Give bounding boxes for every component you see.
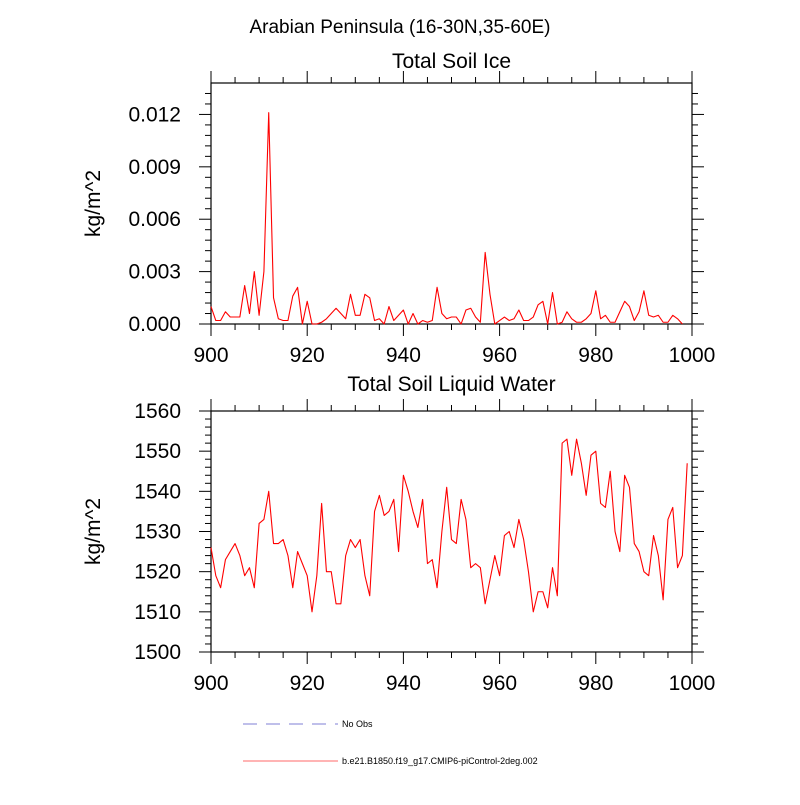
y-tick-label: 1550 (134, 440, 181, 463)
x-tick-label: 960 (482, 344, 517, 367)
x-tick-label: 900 (193, 672, 228, 695)
x-tick-label: 1000 (669, 344, 716, 367)
y-tick-label: 1510 (134, 601, 181, 624)
y-tick-label: 1540 (134, 480, 181, 503)
y-tick-label: 1530 (134, 521, 181, 544)
legend-model-label: b.e21.B1850.f19_g17.CMIP6-piControl-2deg… (342, 756, 538, 766)
legend: No Obs b.e21.B1850.f19_g17.CMIP6-piContr… (243, 719, 538, 766)
y-tick-label: 1500 (134, 641, 181, 664)
plot-frame (210, 82, 693, 325)
x-tick-label: 920 (290, 672, 325, 695)
y-tick-label: 0.012 (128, 103, 181, 126)
x-tick-label: 1000 (669, 672, 716, 695)
x-tick-label: 920 (290, 344, 325, 367)
series-line (210, 438, 688, 613)
y-tick-label: 0.006 (128, 208, 181, 231)
y-tick-label: 0.003 (128, 261, 181, 284)
x-tick-label: 980 (578, 344, 613, 367)
x-tick-label: 940 (386, 344, 421, 367)
x-tick-label: 940 (386, 672, 421, 695)
x-tick-label: 980 (578, 672, 613, 695)
chart-title: Total Soil Ice (392, 50, 511, 73)
y-axis-label: kg/m^2 (82, 170, 105, 237)
y-tick-label: 1560 (134, 400, 181, 423)
x-tick-label: 960 (482, 672, 517, 695)
y-tick-label: 0.009 (128, 156, 181, 179)
plot-frame (210, 410, 693, 653)
soil-ice-panel: Total Soil Ice kg/m^2 900 920 940 960 980 1000 0… (82, 50, 715, 367)
series-line (210, 112, 683, 325)
page-title: Arabian Peninsula (16-30N,35-60E) (249, 17, 550, 38)
soil-liquid-water-panel: Total Soil Liquid Water kg/m^2 900 920 940 96… (82, 373, 715, 695)
y-tick-label: 1520 (134, 561, 181, 584)
y-axis-label: kg/m^2 (82, 498, 105, 565)
y-tick-label: 0.000 (128, 313, 181, 336)
x-tick-label: 900 (193, 344, 228, 367)
legend-obs-label: No Obs (342, 719, 373, 729)
chart-title: Total Soil Liquid Water (347, 373, 555, 396)
